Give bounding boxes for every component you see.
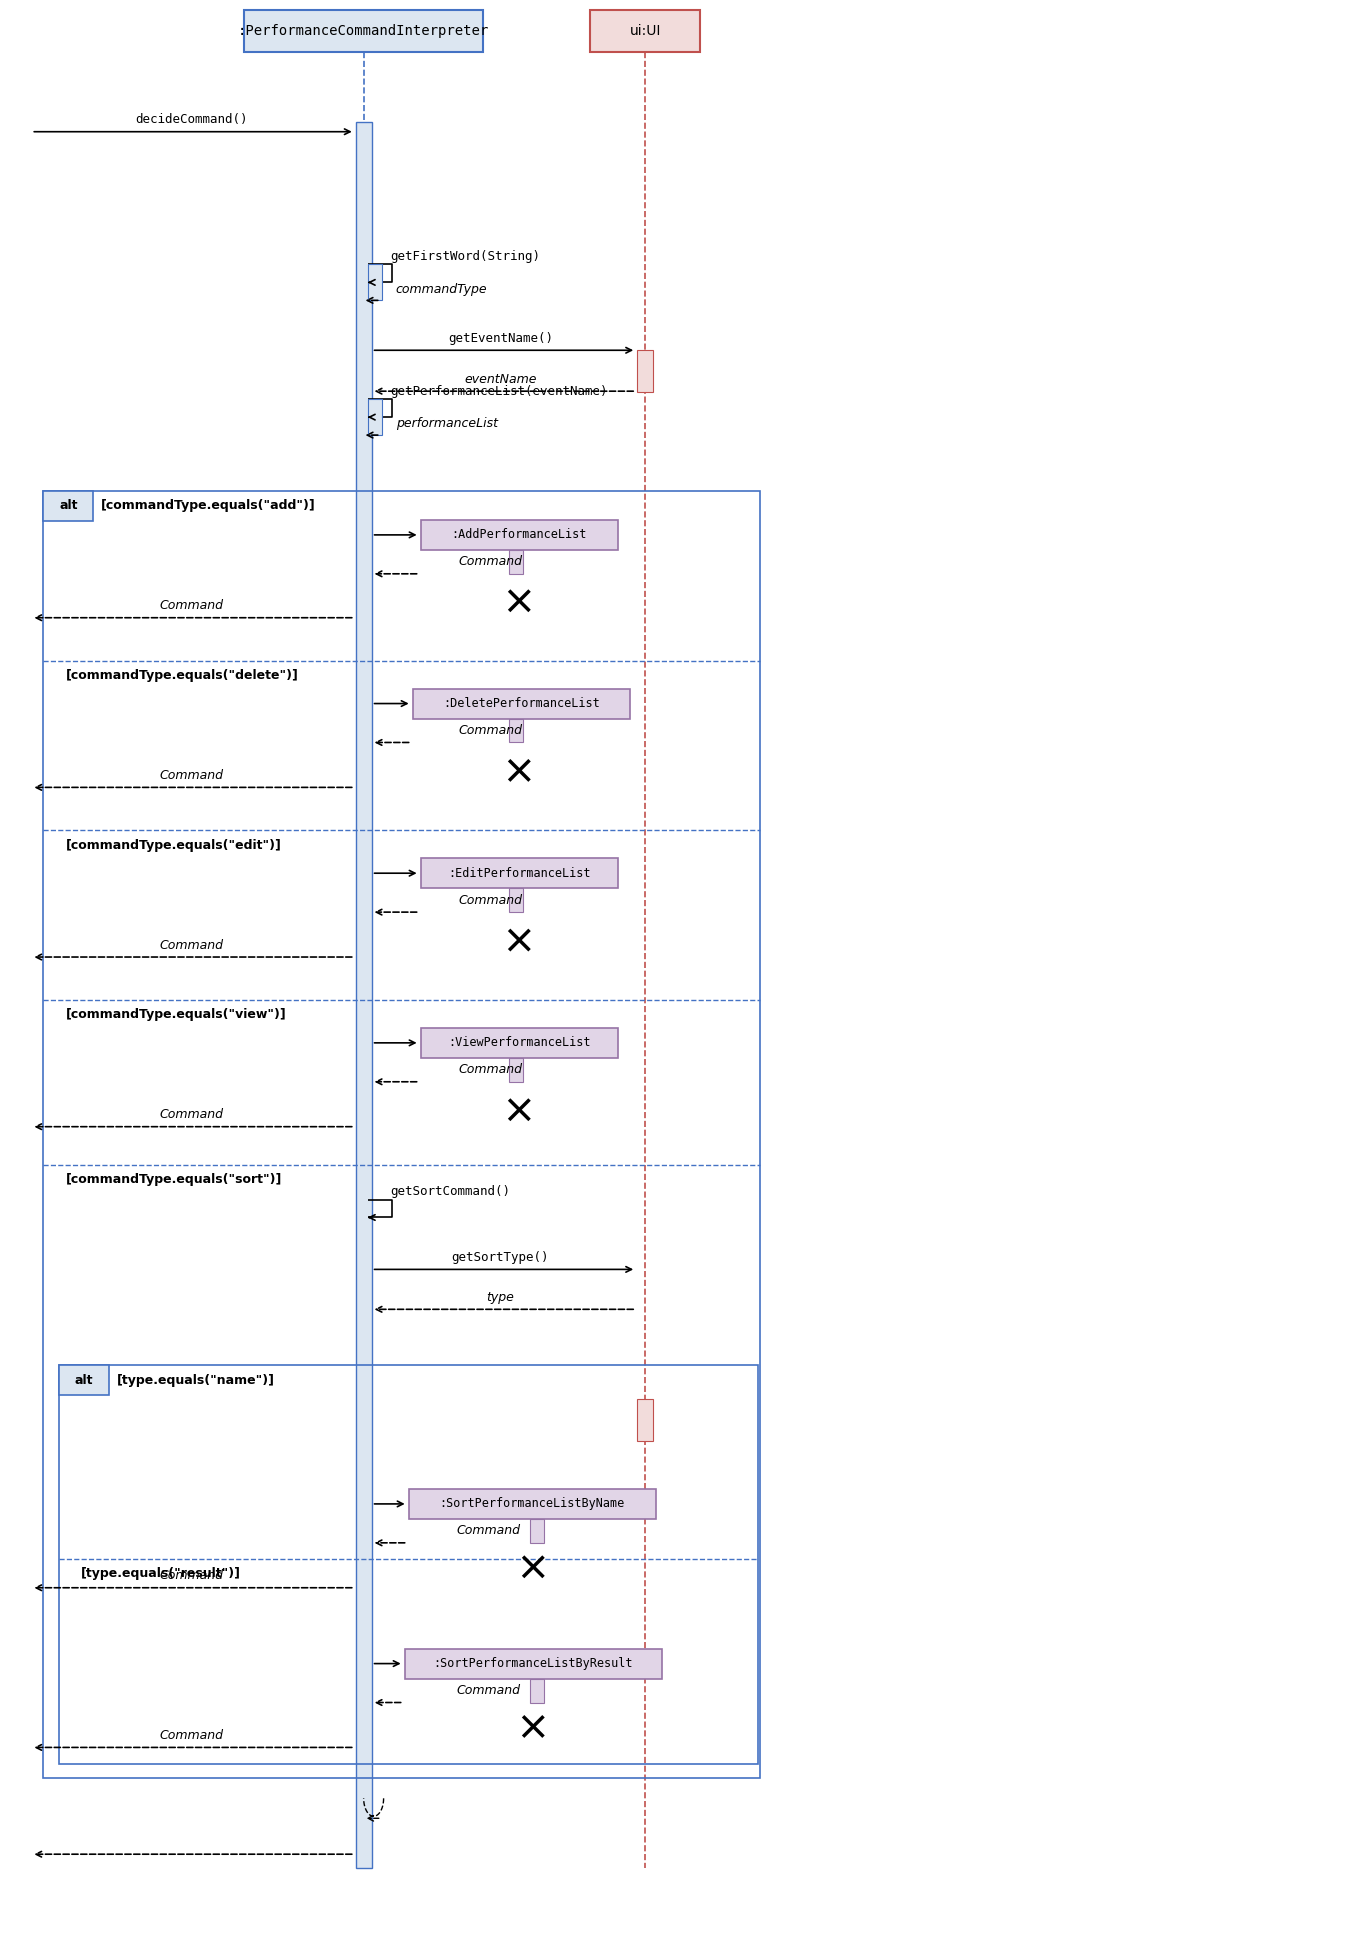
- Text: :AddPerformanceList: :AddPerformanceList: [452, 528, 587, 542]
- Bar: [510, 719, 523, 742]
- Bar: [413, 689, 630, 719]
- Bar: [355, 122, 372, 1868]
- Text: Command: Command: [158, 1569, 223, 1583]
- Bar: [408, 1490, 656, 1519]
- Text: commandType: commandType: [396, 284, 488, 295]
- Text: :EditPerformanceList: :EditPerformanceList: [448, 866, 590, 880]
- Text: getSortCommand(): getSortCommand(): [391, 1185, 511, 1198]
- Bar: [421, 858, 619, 887]
- Text: Command: Command: [158, 600, 223, 612]
- Bar: [367, 264, 381, 301]
- Text: [commandType.equals("edit")]: [commandType.equals("edit")]: [67, 839, 283, 853]
- Bar: [245, 10, 484, 52]
- Text: Command: Command: [456, 1524, 520, 1538]
- Text: Command: Command: [158, 1728, 223, 1742]
- Text: alt: alt: [75, 1373, 93, 1387]
- Text: Command: Command: [158, 1109, 223, 1121]
- Text: getPerformanceList(eventName): getPerformanceList(eventName): [391, 385, 608, 398]
- Bar: [367, 400, 381, 435]
- Bar: [510, 1058, 523, 1082]
- Text: [type.equals("name")]: [type.equals("name")]: [117, 1373, 275, 1387]
- Text: Command: Command: [459, 555, 522, 569]
- Text: :SortPerformanceListByName: :SortPerformanceListByName: [440, 1497, 624, 1511]
- Text: eventName: eventName: [464, 373, 537, 386]
- Text: performanceList: performanceList: [396, 418, 497, 429]
- Text: Command: Command: [158, 938, 223, 952]
- Text: getFirstWord(String): getFirstWord(String): [391, 251, 541, 262]
- Text: [commandType.equals("view")]: [commandType.equals("view")]: [67, 1008, 287, 1021]
- Text: Command: Command: [459, 893, 522, 907]
- Text: getSortType(): getSortType(): [452, 1251, 549, 1264]
- Text: :DeletePerformanceList: :DeletePerformanceList: [443, 697, 600, 711]
- Text: [commandType.equals("delete")]: [commandType.equals("delete")]: [67, 670, 299, 682]
- Text: type: type: [486, 1291, 515, 1303]
- Text: decideCommand(): decideCommand(): [135, 113, 247, 126]
- Bar: [421, 1027, 619, 1058]
- Text: :PerformanceCommandInterpreter: :PerformanceCommandInterpreter: [238, 23, 489, 39]
- Bar: [44, 491, 93, 520]
- Bar: [59, 1365, 109, 1394]
- Bar: [421, 520, 619, 550]
- Bar: [44, 491, 759, 1779]
- Text: [commandType.equals("add")]: [commandType.equals("add")]: [101, 499, 316, 513]
- Bar: [59, 1365, 758, 1765]
- Text: alt: alt: [59, 499, 78, 513]
- Bar: [637, 350, 653, 392]
- Text: Command: Command: [158, 769, 223, 783]
- Bar: [637, 1398, 653, 1441]
- Bar: [530, 1519, 544, 1542]
- Text: :ViewPerformanceList: :ViewPerformanceList: [448, 1037, 590, 1049]
- Text: :SortPerformanceListByResult: :SortPerformanceListByResult: [433, 1657, 632, 1670]
- Text: [type.equals("result")]: [type.equals("result")]: [81, 1567, 242, 1581]
- Text: Command: Command: [459, 724, 522, 738]
- Bar: [530, 1678, 544, 1703]
- Bar: [510, 550, 523, 573]
- Bar: [590, 10, 699, 52]
- Text: ui:UI: ui:UI: [630, 23, 661, 39]
- Text: getEventName(): getEventName(): [448, 332, 553, 346]
- Bar: [510, 887, 523, 913]
- Bar: [404, 1649, 663, 1678]
- Text: Command: Command: [459, 1064, 522, 1076]
- Text: Command: Command: [456, 1684, 520, 1697]
- Text: [commandType.equals("sort")]: [commandType.equals("sort")]: [67, 1173, 283, 1187]
